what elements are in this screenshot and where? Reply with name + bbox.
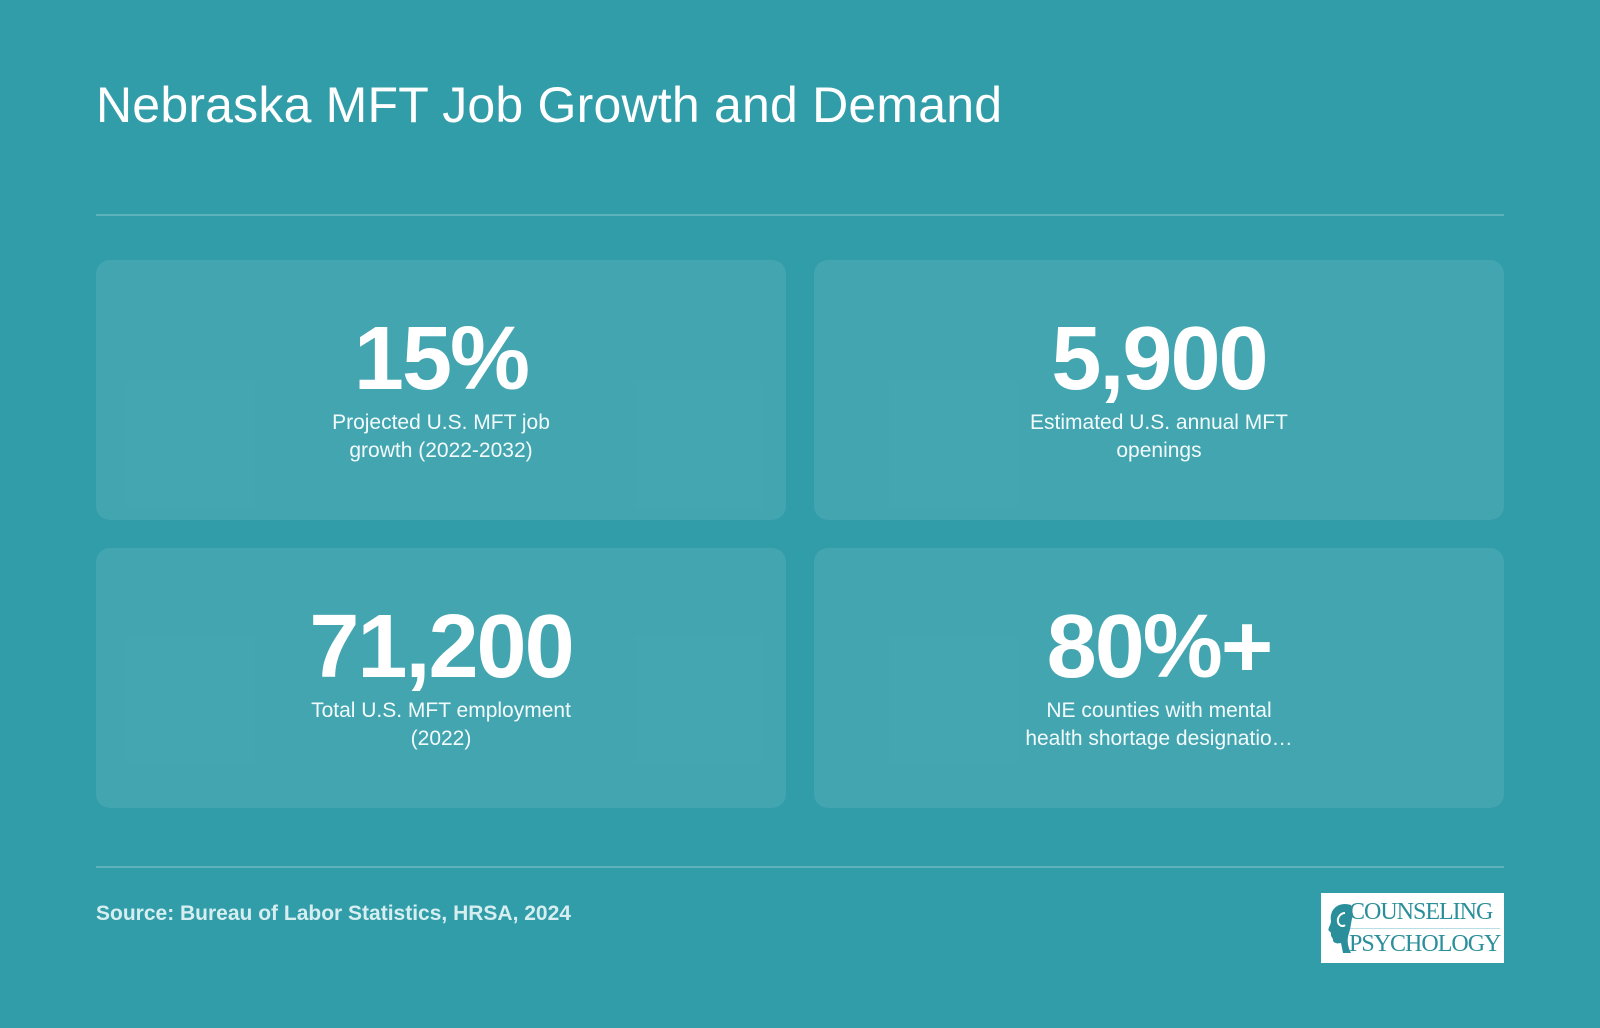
stat-card-annual-openings: 5,900 Estimated U.S. annual MFT openings bbox=[814, 260, 1504, 520]
source-note: Source: Bureau of Labor Statistics, HRSA… bbox=[96, 902, 571, 925]
top-divider bbox=[96, 214, 1504, 216]
stat-value: 5,900 bbox=[1051, 309, 1268, 409]
logo-line-2: PSYCHOLOGY bbox=[1349, 931, 1501, 957]
logo-line-1: COUNSELING bbox=[1349, 897, 1501, 929]
stat-label: Total U.S. MFT employment (2022) bbox=[311, 699, 571, 750]
stat-value: 15% bbox=[353, 309, 530, 409]
stat-card-shortage-counties: 80%+ NE counties with mental health shor… bbox=[814, 548, 1504, 808]
counseling-psychology-logo: COUNSELING PSYCHOLOGY bbox=[1321, 893, 1504, 963]
stat-value: 71,200 bbox=[309, 597, 574, 697]
stat-label: Estimated U.S. annual MFT openings bbox=[1030, 411, 1288, 462]
stat-label: Projected U.S. MFT job growth (2022-2032… bbox=[332, 411, 550, 462]
logo-wordmark: COUNSELING PSYCHOLOGY bbox=[1349, 897, 1501, 959]
bottom-divider bbox=[96, 866, 1504, 868]
stat-card-job-growth: 15% Projected U.S. MFT job growth (2022-… bbox=[96, 260, 786, 520]
stat-card-total-employment: 71,200 Total U.S. MFT employment (2022) bbox=[96, 548, 786, 808]
page-title: Nebraska MFT Job Growth and Demand bbox=[96, 77, 1003, 133]
stat-value: 80%+ bbox=[1046, 597, 1274, 697]
stat-label: NE counties with mental health shortage … bbox=[1025, 699, 1293, 750]
stats-grid: 15% Projected U.S. MFT job growth (2022-… bbox=[96, 260, 1504, 808]
head-profile-icon bbox=[1321, 893, 1355, 963]
